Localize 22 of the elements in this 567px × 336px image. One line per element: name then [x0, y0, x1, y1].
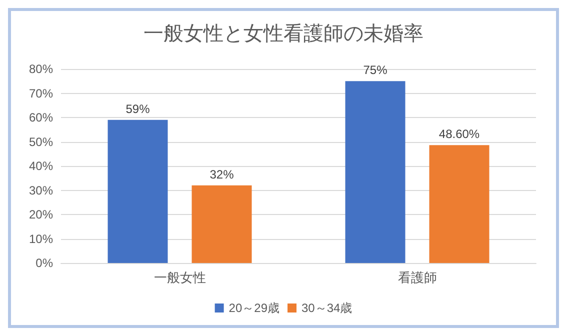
bar	[192, 185, 252, 263]
chart-title: 一般女性と女性看護師の未婚率	[144, 23, 424, 45]
y-tick-label: 10%	[28, 232, 54, 246]
y-tick-label: 20%	[28, 208, 54, 222]
data-label: 59%	[126, 102, 150, 116]
x-tick-label: 一般女性	[154, 270, 206, 285]
bar	[429, 145, 490, 263]
y-tick-label: 40%	[28, 159, 54, 173]
x-tick-label: 看護師	[398, 270, 437, 285]
bar	[345, 81, 406, 263]
data-label: 75%	[363, 63, 388, 78]
y-tick-label: 80%	[28, 62, 54, 76]
legend-label: 30～34歳	[302, 301, 352, 315]
y-tick-label: 0%	[36, 256, 54, 270]
data-label: 32%	[210, 167, 234, 182]
data-label: 48.60%	[438, 127, 480, 142]
y-tick-label: 50%	[28, 134, 54, 149]
legend-label: 20～29歳	[228, 301, 280, 315]
bar	[108, 120, 168, 263]
y-tick-label: 30%	[28, 183, 54, 198]
y-tick-label: 60%	[28, 110, 54, 124]
y-tick-label: 70%	[28, 86, 54, 100]
